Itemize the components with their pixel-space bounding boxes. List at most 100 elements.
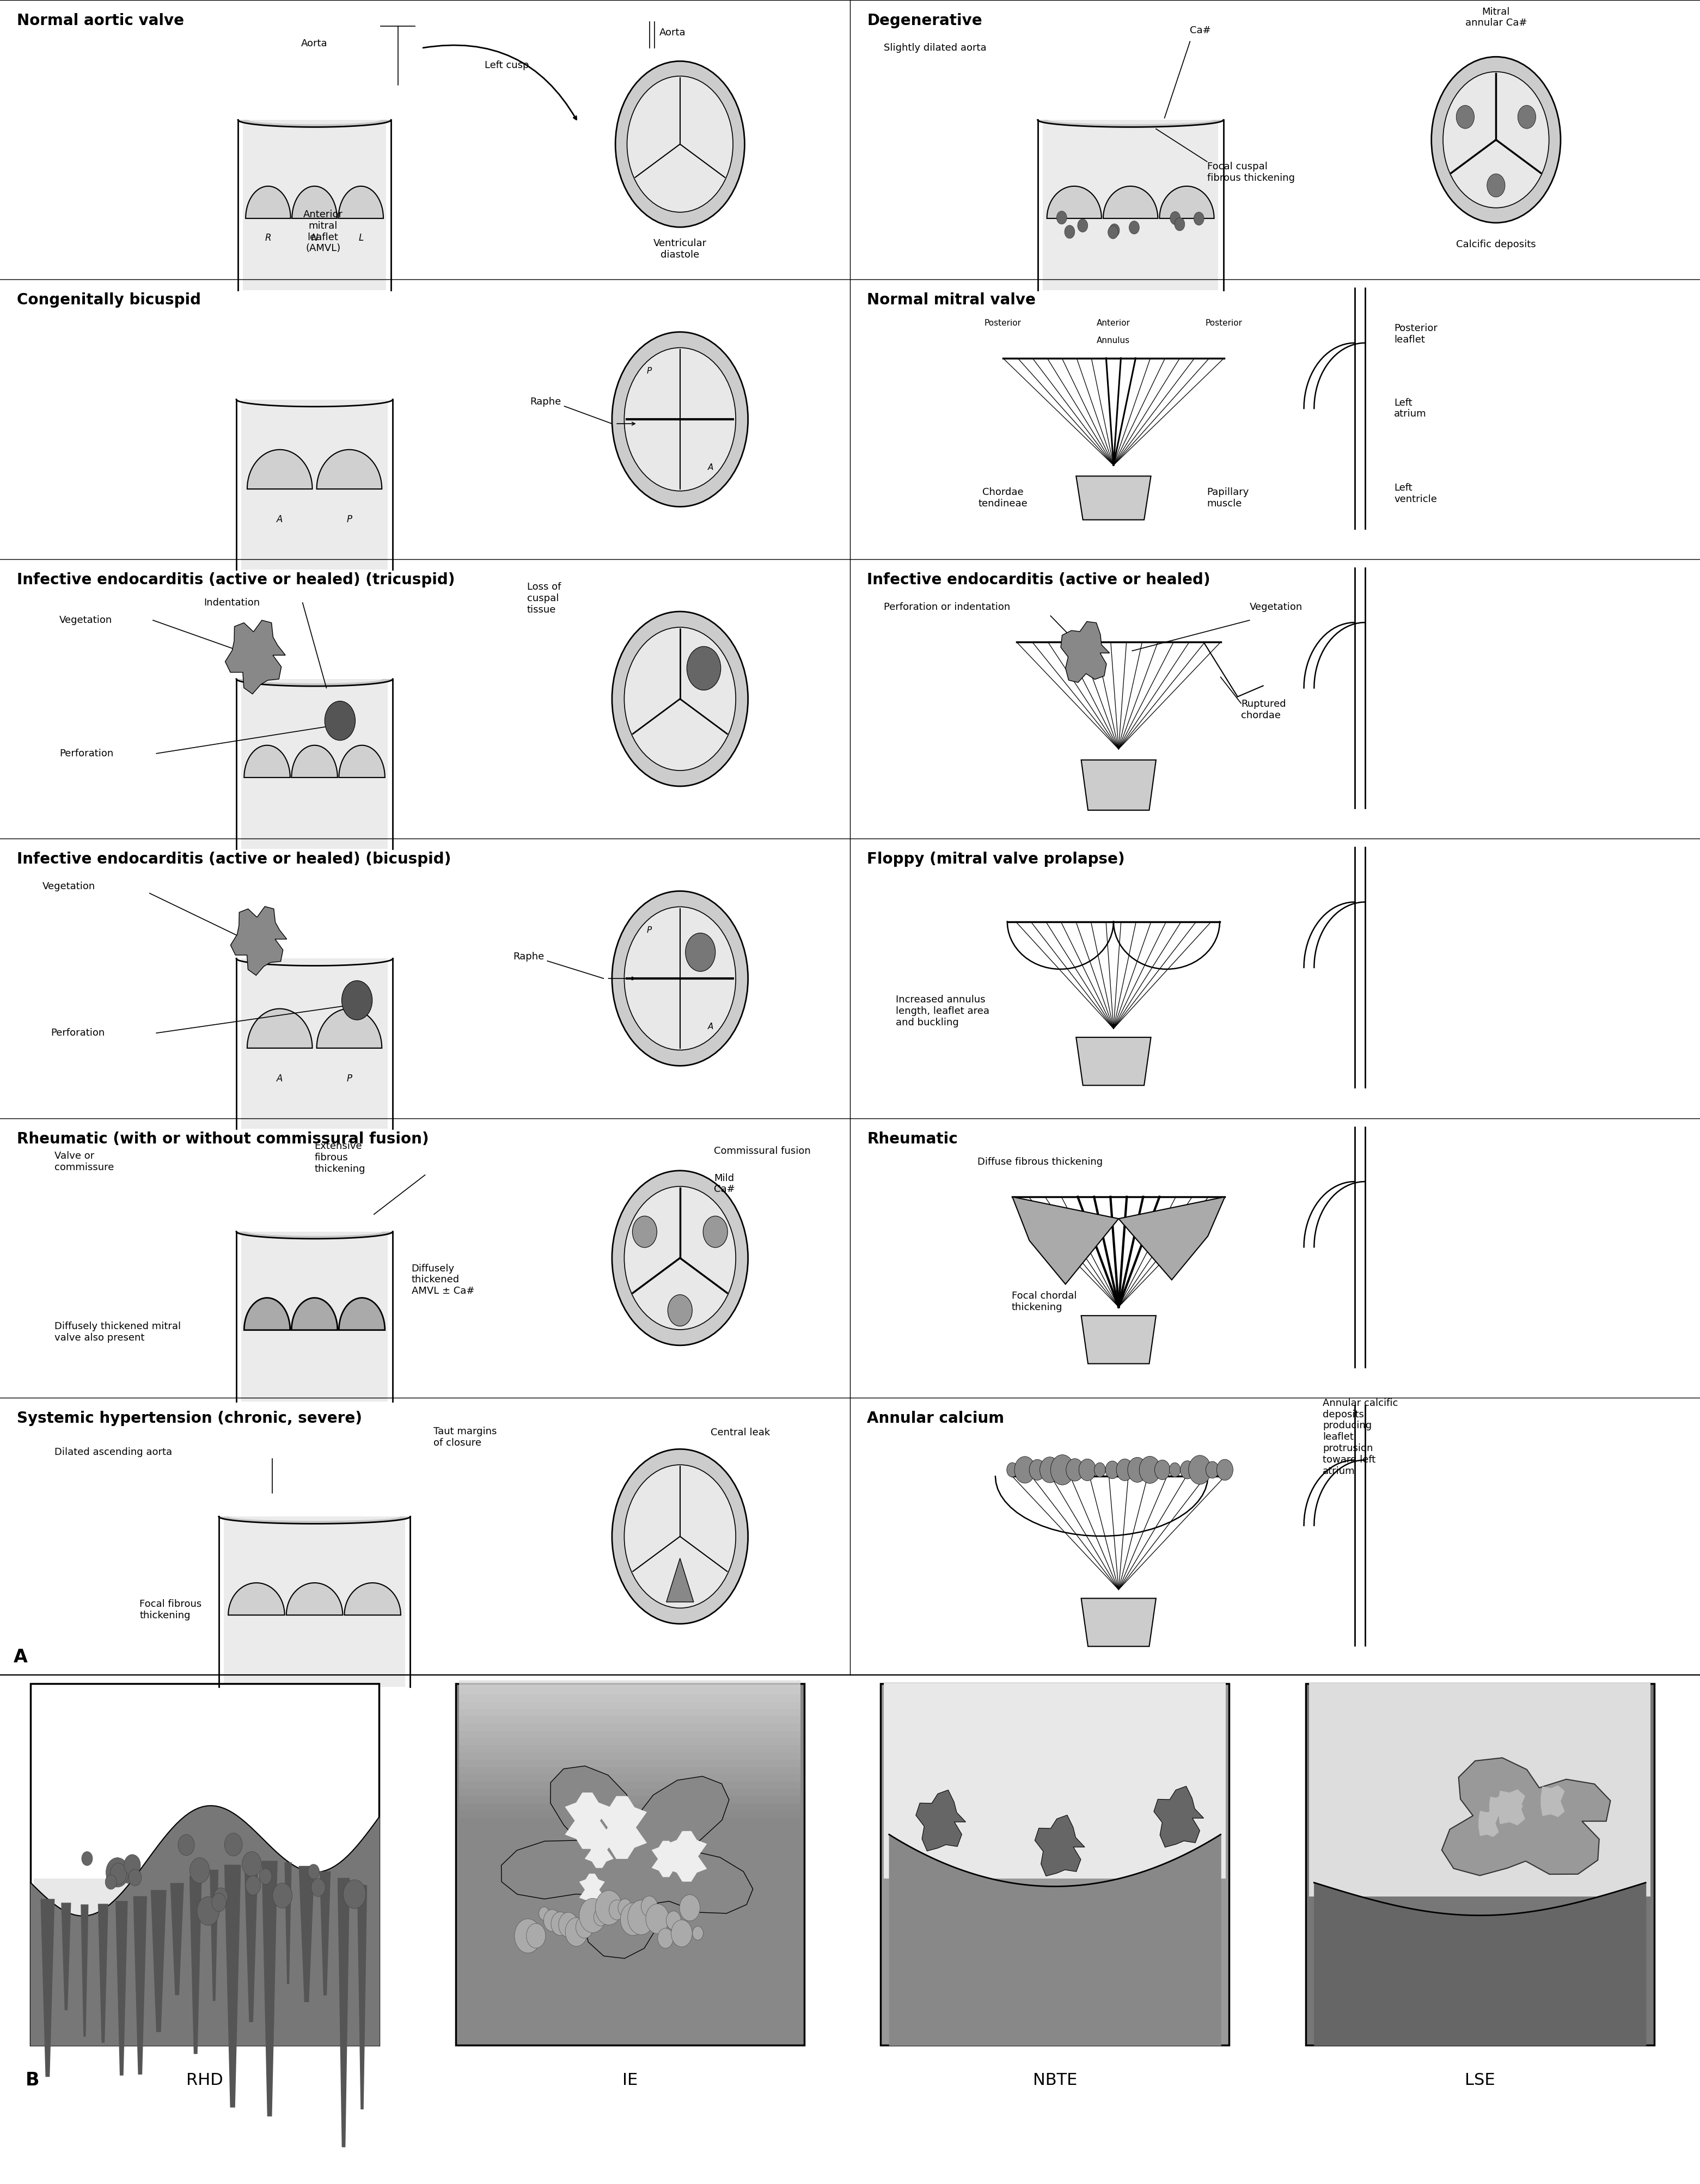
Polygon shape [338, 1878, 350, 2147]
Circle shape [632, 1216, 656, 1247]
Text: Focal cuspal
fibrous thickening: Focal cuspal fibrous thickening [1207, 162, 1295, 183]
Circle shape [612, 891, 748, 1066]
Polygon shape [1159, 186, 1214, 218]
Bar [241, 1232, 388, 1402]
Text: Normal aortic valve: Normal aortic valve [17, 13, 184, 28]
Polygon shape [292, 186, 337, 218]
Circle shape [1175, 218, 1185, 232]
Polygon shape [286, 1583, 343, 1616]
Circle shape [124, 1854, 141, 1876]
Circle shape [612, 332, 748, 507]
Text: Raphe: Raphe [513, 952, 544, 961]
Polygon shape [224, 1865, 241, 2108]
Bar [459, 1795, 801, 1804]
Text: A: A [14, 1649, 27, 1666]
Circle shape [1431, 57, 1561, 223]
Polygon shape [61, 1902, 71, 2009]
Text: Dilated ascending aorta: Dilated ascending aorta [54, 1448, 172, 1457]
Text: Annular calcium: Annular calcium [867, 1411, 1005, 1426]
Circle shape [212, 1894, 226, 1911]
Polygon shape [316, 450, 382, 489]
Circle shape [1217, 1459, 1232, 1481]
Circle shape [197, 1896, 219, 1926]
Polygon shape [357, 1885, 367, 2110]
Polygon shape [1013, 1197, 1119, 1284]
Bar [241, 400, 388, 570]
Polygon shape [99, 1904, 109, 2042]
Circle shape [593, 1909, 607, 1926]
Bar [224, 1516, 405, 1686]
Polygon shape [1081, 1315, 1156, 1363]
Polygon shape [1479, 1811, 1499, 1837]
Text: A: A [277, 515, 282, 524]
Circle shape [619, 1898, 632, 1918]
Text: Commissural fusion: Commissural fusion [714, 1147, 811, 1155]
Polygon shape [1037, 120, 1224, 127]
Circle shape [190, 1859, 209, 1883]
Circle shape [612, 612, 748, 786]
Polygon shape [231, 906, 287, 976]
Circle shape [1057, 212, 1068, 225]
Polygon shape [262, 1861, 277, 2116]
Text: Focal chordal
thickening: Focal chordal thickening [1012, 1291, 1076, 1313]
Circle shape [82, 1852, 92, 1865]
Polygon shape [245, 1861, 258, 2022]
Circle shape [627, 76, 733, 212]
Circle shape [624, 1465, 736, 1607]
Circle shape [1040, 1457, 1059, 1483]
Text: Ca#: Ca# [1190, 26, 1210, 35]
Bar [459, 1732, 801, 1738]
Bar [459, 1701, 801, 1710]
Bar [459, 1782, 801, 1789]
Circle shape [1110, 223, 1120, 236]
Text: IE: IE [622, 2073, 638, 2088]
Polygon shape [651, 1841, 680, 1876]
Polygon shape [236, 679, 393, 686]
Polygon shape [1489, 1795, 1504, 1817]
Circle shape [1080, 1459, 1096, 1481]
Text: A: A [707, 463, 714, 472]
Circle shape [515, 1920, 541, 1952]
Circle shape [612, 1171, 748, 1345]
Bar [459, 1767, 801, 1773]
Bar [1306, 1684, 1654, 2044]
Text: Calcific deposits: Calcific deposits [1457, 240, 1535, 249]
Polygon shape [1076, 1037, 1151, 1085]
Bar [459, 1811, 801, 1817]
Bar [459, 1804, 801, 1811]
Text: Perforation or indentation: Perforation or indentation [884, 603, 1010, 612]
Text: Chordae
tendineae: Chordae tendineae [977, 487, 1028, 509]
Circle shape [1170, 212, 1180, 225]
Bar [456, 1684, 804, 2044]
Circle shape [110, 1863, 127, 1885]
Circle shape [627, 1900, 654, 1935]
Text: Diffusely
thickened
AMVL ± Ca#: Diffusely thickened AMVL ± Ca# [411, 1265, 474, 1295]
Polygon shape [299, 1865, 314, 2003]
Text: Mild
Ca#: Mild Ca# [714, 1173, 734, 1195]
Circle shape [641, 1896, 658, 1918]
Circle shape [105, 1859, 129, 1887]
Bar [459, 1789, 801, 1795]
Polygon shape [189, 1876, 202, 2053]
Circle shape [609, 1900, 624, 1920]
Circle shape [122, 1865, 136, 1883]
Polygon shape [338, 745, 384, 778]
Bar [241, 679, 388, 850]
Text: Degenerative: Degenerative [867, 13, 983, 28]
Text: Left
ventricle: Left ventricle [1394, 483, 1436, 505]
Polygon shape [209, 1870, 219, 2001]
Polygon shape [224, 620, 286, 695]
Text: Infective endocarditis (active or healed) (tricuspid): Infective endocarditis (active or healed… [17, 572, 456, 587]
Circle shape [692, 1926, 704, 1939]
Polygon shape [1076, 476, 1151, 520]
Text: A: A [277, 1075, 282, 1083]
Text: P: P [347, 515, 352, 524]
Text: Perforation: Perforation [51, 1029, 105, 1037]
Text: Systemic hypertension (chronic, severe): Systemic hypertension (chronic, severe) [17, 1411, 362, 1426]
Polygon shape [1103, 186, 1158, 218]
Polygon shape [585, 1832, 614, 1867]
Circle shape [544, 1909, 561, 1931]
Circle shape [1488, 175, 1505, 197]
Polygon shape [80, 1904, 88, 2038]
Text: Perforation: Perforation [60, 749, 114, 758]
